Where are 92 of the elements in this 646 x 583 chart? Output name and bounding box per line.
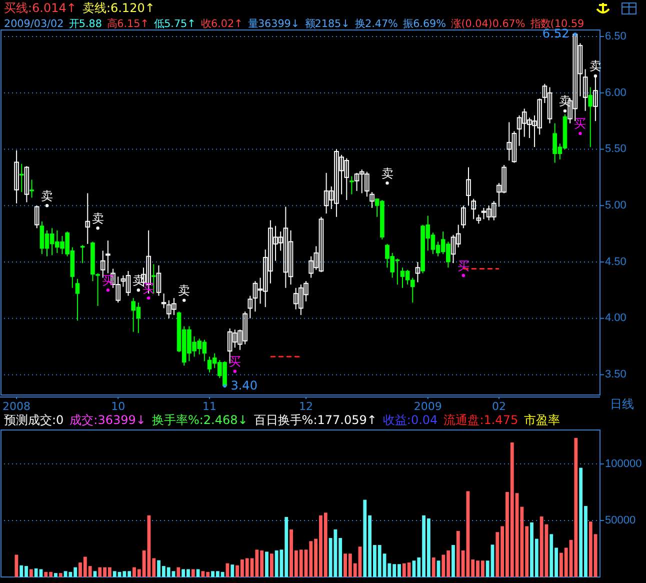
candlestick bbox=[24, 166, 30, 203]
text: 指数(10.59 bbox=[529, 18, 584, 30]
data-label: 卖 bbox=[41, 188, 54, 203]
point bbox=[574, 32, 577, 36]
candlestick bbox=[248, 295, 253, 319]
point bbox=[146, 296, 150, 300]
text: 收益:0.04 bbox=[382, 413, 438, 427]
text: 2009/03/02 bbox=[4, 18, 64, 30]
text: 高6.15↑ bbox=[107, 18, 149, 30]
candlestick bbox=[588, 86, 593, 148]
candlestick bbox=[19, 163, 24, 193]
bar bbox=[432, 557, 436, 577]
bar bbox=[265, 552, 268, 577]
point bbox=[462, 274, 466, 278]
bar bbox=[58, 573, 62, 577]
bar bbox=[191, 569, 195, 577]
x-tick-label: 10 bbox=[111, 400, 126, 413]
point bbox=[45, 204, 49, 208]
candlestick bbox=[85, 192, 90, 244]
bar bbox=[452, 545, 455, 577]
data-label: 卖 bbox=[381, 166, 394, 180]
candlestick bbox=[593, 75, 598, 122]
x-tick-label: 2009 bbox=[414, 400, 442, 413]
bar bbox=[29, 569, 33, 577]
y-tick-label: 50000 bbox=[605, 514, 636, 526]
bar bbox=[196, 569, 200, 577]
candlestick bbox=[350, 176, 354, 195]
candlestick bbox=[156, 264, 162, 296]
point bbox=[223, 384, 226, 388]
y-tick-label: 100000 bbox=[605, 458, 642, 470]
candlestick bbox=[370, 192, 374, 208]
candlestick bbox=[34, 205, 40, 229]
candlestick bbox=[161, 293, 166, 309]
point bbox=[136, 288, 140, 292]
data-label: 买 bbox=[457, 258, 470, 273]
text: 开5.88 bbox=[68, 18, 102, 30]
text: 预测成交:0 bbox=[4, 413, 64, 427]
candlestick bbox=[466, 166, 471, 206]
text: 百日换手%:177.059↑ bbox=[254, 413, 377, 427]
text: 涨(0.04)0.67% bbox=[451, 18, 526, 30]
data-label: 卖 bbox=[178, 284, 190, 298]
text: 卖线:6.120↑ bbox=[82, 1, 155, 15]
point bbox=[563, 109, 567, 113]
x-tick-label: 2008 bbox=[2, 400, 31, 413]
candlestick bbox=[461, 205, 466, 229]
text: 成交:36399↓ bbox=[70, 413, 146, 427]
x-tick-label: 02 bbox=[492, 400, 506, 413]
candlestick bbox=[14, 150, 19, 204]
candlestick bbox=[476, 214, 482, 224]
candlestick bbox=[30, 179, 34, 198]
y-tick-label: 5.00 bbox=[605, 200, 626, 212]
text: 低5.75↑ bbox=[154, 18, 196, 30]
y-tick-label: 4.00 bbox=[605, 312, 626, 324]
text: 市盈率 bbox=[524, 413, 560, 427]
bar bbox=[54, 573, 58, 577]
data-label: 买 bbox=[574, 116, 586, 131]
text: 额2185↓ bbox=[304, 18, 350, 30]
point bbox=[578, 132, 582, 136]
point bbox=[386, 181, 389, 185]
text: 换手率%:2.468↓ bbox=[152, 413, 248, 427]
y-tick-label: 6.00 bbox=[605, 86, 626, 99]
data-label: 卖 bbox=[92, 211, 104, 226]
bar bbox=[176, 567, 180, 577]
data-label: 3.40 bbox=[230, 378, 258, 392]
candlestick bbox=[471, 198, 476, 220]
bar bbox=[93, 571, 97, 577]
text: 量36399↓ bbox=[248, 18, 300, 30]
point bbox=[233, 370, 237, 373]
bar bbox=[230, 564, 234, 577]
text: 收6.02↑ bbox=[201, 18, 243, 30]
text: 流通盘:1.475 bbox=[444, 413, 518, 427]
candlestick bbox=[415, 261, 420, 283]
candlestick bbox=[75, 278, 80, 322]
y-tick-label: 4.50 bbox=[605, 256, 626, 268]
data-label: 买 bbox=[228, 354, 241, 369]
candlestick bbox=[106, 240, 110, 274]
text: 振6.69% bbox=[403, 18, 446, 30]
candlestick bbox=[80, 244, 85, 264]
text: 日线 bbox=[610, 397, 634, 411]
point bbox=[182, 298, 186, 302]
point bbox=[594, 74, 598, 78]
point bbox=[96, 226, 100, 230]
text: 买线:6.014↑ bbox=[4, 1, 76, 15]
point bbox=[106, 288, 110, 292]
y-tick-label: 5.50 bbox=[605, 143, 626, 156]
bar bbox=[270, 554, 274, 577]
candlestick bbox=[582, 68, 588, 112]
y-tick-label: 3.50 bbox=[605, 368, 626, 381]
text: 换2.47% bbox=[355, 18, 398, 30]
y-tick-label: 6.50 bbox=[605, 30, 626, 42]
x-tick-label: 12 bbox=[299, 400, 313, 413]
x-tick-label: 11 bbox=[202, 400, 217, 413]
